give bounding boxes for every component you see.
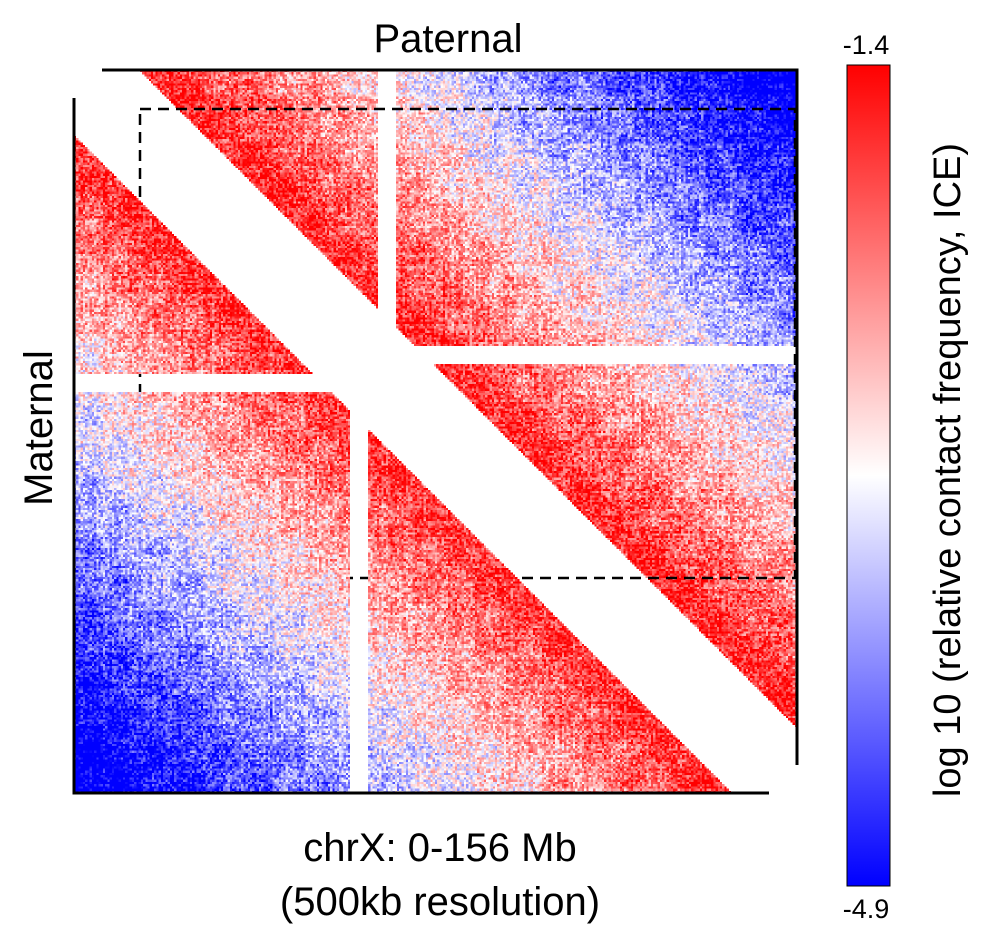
paternal-frame — [102, 68, 799, 765]
paternal-label: Paternal — [374, 17, 523, 61]
maternal-frame — [72, 98, 769, 795]
maternal-heatmap-image — [74, 98, 769, 793]
colorbar-min-label: -4.9 — [843, 894, 890, 924]
colorbar: -1.4 -4.9 log 10 (relative contact frequ… — [843, 30, 969, 924]
maternal-label: Maternal — [17, 350, 61, 506]
colorbar-title: log 10 (relative contact frequency, ICE) — [927, 143, 969, 797]
x-axis-label-line1: chrX: 0-156 Mb — [303, 826, 576, 870]
colorbar-max-label: -1.4 — [843, 30, 890, 60]
colorbar-gradient — [846, 64, 891, 887]
x-axis-label-line2: (500kb resolution) — [280, 880, 600, 924]
maternal-heatmap — [72, 98, 769, 795]
